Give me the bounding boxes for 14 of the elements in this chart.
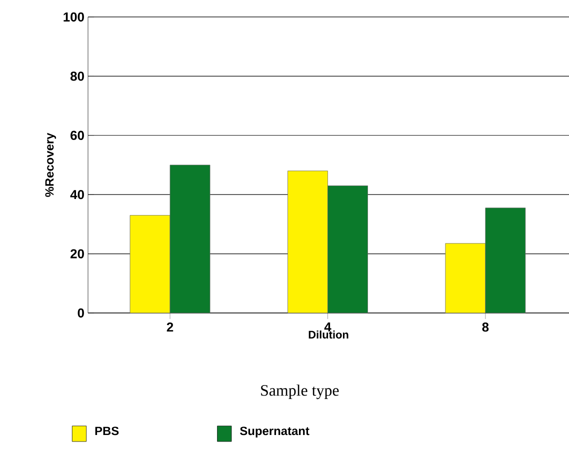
y-tick-label: 80 (70, 72, 84, 81)
y-axis-title: %Recovery (45, 132, 56, 197)
x-tick-label: 8 (482, 322, 489, 332)
legend-label: Supernatant (240, 426, 310, 438)
y-tick-label: 20 (70, 249, 84, 258)
y-tick-label: 40 (70, 190, 84, 200)
x-tick-label: 2 (166, 322, 174, 332)
x-axis-title: Dilution (308, 330, 348, 339)
legend-title: Sample type (261, 384, 339, 400)
y-tick-label: 60 (70, 130, 84, 140)
x-tick-label: 4 (324, 322, 332, 332)
legend-label: PBS (95, 426, 119, 436)
y-tick-label: 100 (64, 12, 84, 22)
y-tick-label: 0 (78, 308, 84, 318)
